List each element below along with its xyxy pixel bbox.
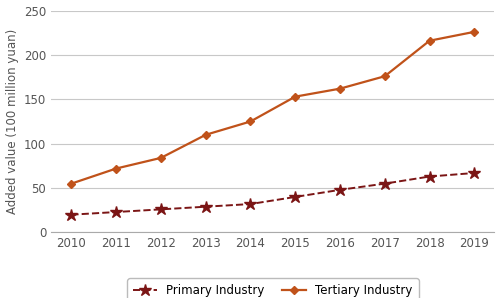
Primary Industry — [337, 188, 343, 192]
Primary Industry — [472, 171, 478, 175]
Tertiary Industry — [158, 156, 164, 160]
Primary Industry — [248, 202, 254, 206]
Tertiary Industry — [382, 74, 388, 78]
Primary Industry — [158, 208, 164, 211]
Tertiary Industry — [113, 167, 119, 170]
Tertiary Industry — [426, 39, 432, 43]
Tertiary Industry — [68, 182, 74, 185]
Line: Primary Industry: Primary Industry — [65, 167, 480, 221]
Primary Industry — [113, 210, 119, 214]
Tertiary Industry — [292, 95, 298, 98]
Primary Industry — [426, 175, 432, 178]
Primary Industry — [382, 182, 388, 185]
Y-axis label: Added value (100 million yuan): Added value (100 million yuan) — [6, 29, 18, 214]
Primary Industry — [68, 213, 74, 216]
Tertiary Industry — [248, 120, 254, 123]
Primary Industry — [292, 195, 298, 199]
Tertiary Industry — [337, 87, 343, 91]
Line: Tertiary Industry: Tertiary Industry — [68, 29, 477, 187]
Tertiary Industry — [202, 133, 208, 136]
Primary Industry — [202, 205, 208, 209]
Legend: Primary Industry, Tertiary Industry: Primary Industry, Tertiary Industry — [127, 278, 418, 298]
Tertiary Industry — [472, 30, 478, 34]
